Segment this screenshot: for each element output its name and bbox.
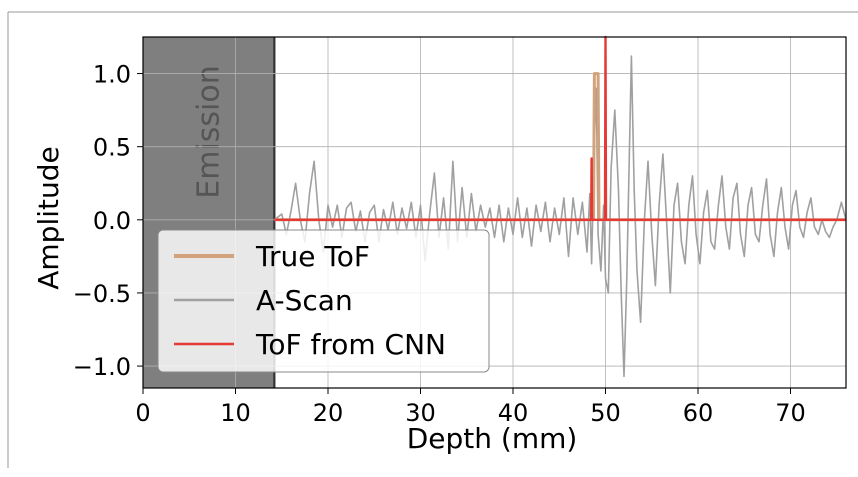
- y-axis-label: Amplitude: [32, 146, 65, 290]
- x-tick-label-4: 40: [498, 399, 529, 427]
- axes: [142, 36, 847, 389]
- x-axis-label: Depth (mm): [407, 422, 578, 455]
- legend-label-0: True ToF: [255, 240, 370, 273]
- y-tick-label-4: −1.0: [73, 353, 131, 381]
- legend-label-2: ToF from CNN: [255, 328, 446, 361]
- legend-label-1: A-Scan: [256, 284, 353, 317]
- x-tick-label-5: 50: [590, 399, 621, 427]
- x-tick-label-7: 70: [775, 399, 806, 427]
- x-tick-label-6: 60: [683, 399, 714, 427]
- series-layer: [273, 35, 847, 378]
- tick-labels: 0 10 20 30 40 50 60 70 1.0 0.5 0.0 −0.5 −1.0: [73, 61, 806, 427]
- x-tick-label-3: 30: [405, 399, 436, 427]
- y-tick-label-3: −0.5: [73, 280, 131, 308]
- x-tick-label-0: 0: [135, 399, 150, 427]
- emission-label: Emission: [192, 65, 227, 198]
- x-tick-label-1: 10: [220, 399, 251, 427]
- series-tof-from-cnn: [274, 35, 846, 222]
- x-tick-label-2: 20: [313, 399, 344, 427]
- y-tick-label-2: 0.0: [93, 207, 131, 235]
- legend: True ToF A-Scan ToF from CNN: [157, 229, 490, 373]
- axes-frame: [142, 36, 847, 389]
- legend-box: [157, 229, 490, 373]
- y-tick-label-0: 1.0: [93, 61, 131, 89]
- y-tick-label-1: 0.5: [93, 134, 131, 162]
- series-a-scan: [273, 55, 847, 378]
